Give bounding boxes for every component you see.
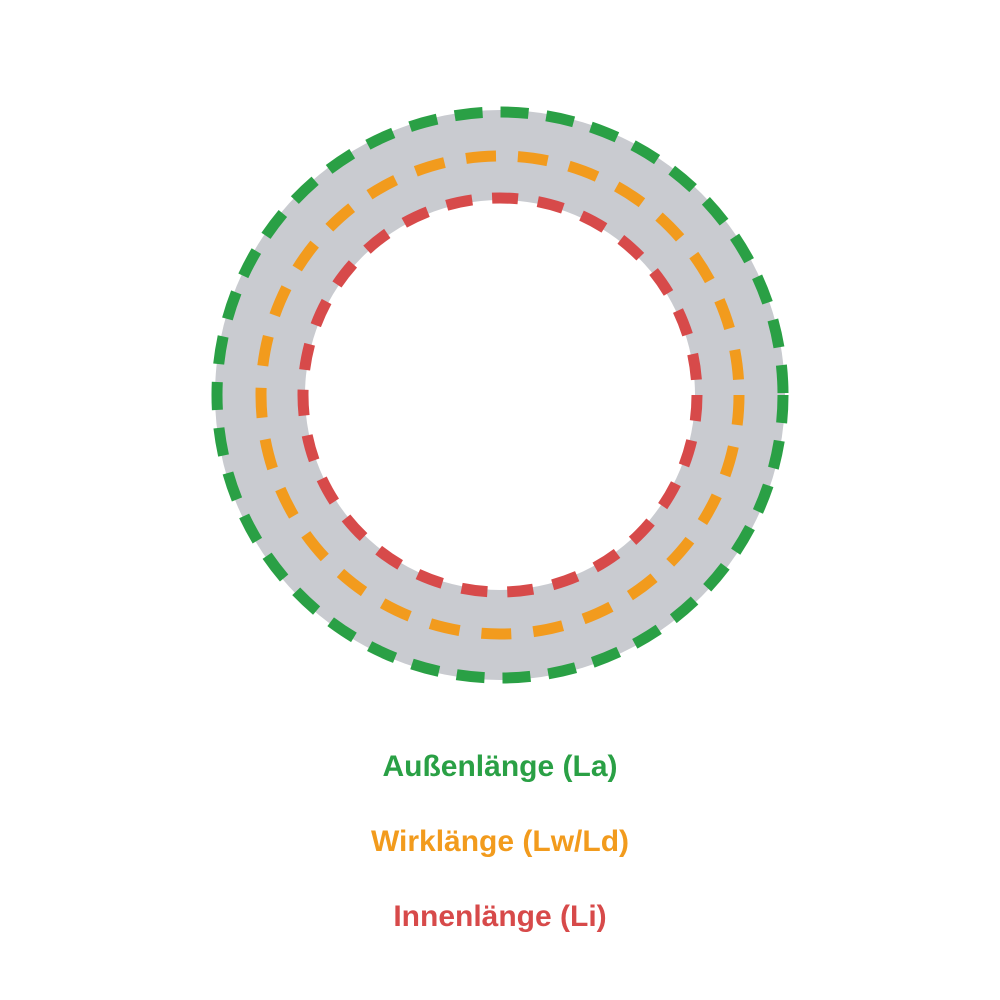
legend-effective-length: Wirklänge (Lw/Ld) bbox=[0, 825, 1000, 859]
legend-inner-length: Innenlänge (Li) bbox=[0, 900, 1000, 934]
legend-outer-length: Außenlänge (La) bbox=[0, 750, 1000, 784]
diagram-canvas: Außenlänge (La) Wirklänge (Lw/Ld) Innenl… bbox=[0, 0, 1000, 1000]
